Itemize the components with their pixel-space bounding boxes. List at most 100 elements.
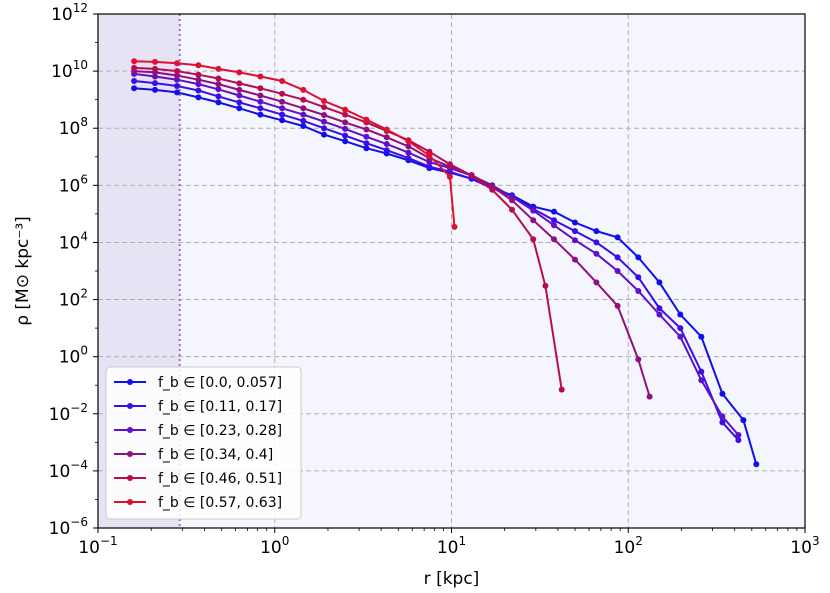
data-point: [719, 413, 726, 420]
data-point: [426, 163, 433, 170]
data-point: [551, 208, 557, 215]
data-point: [174, 68, 180, 75]
data-point: [698, 368, 705, 375]
data-point: [300, 86, 307, 93]
legend-label: f_b ∈ [0.46, 0.51]: [158, 471, 282, 487]
legend-item: f_b ∈ [0.23, 0.28]: [114, 423, 282, 439]
data-point: [321, 104, 327, 111]
y-tick-label: 106: [59, 172, 88, 196]
series-5: [131, 64, 565, 393]
data-point: [635, 274, 642, 281]
data-point: [383, 126, 390, 133]
data-point: [257, 98, 264, 105]
data-point: [740, 417, 747, 424]
data-point: [383, 147, 390, 154]
data-point: [131, 78, 138, 84]
series-4: [131, 68, 653, 400]
data-point: [735, 437, 742, 444]
legend-item: f_b ∈ [0.34, 0.4]: [114, 447, 273, 463]
legend-swatch-marker: [127, 499, 133, 505]
x-tick-label: 10−1: [78, 534, 117, 558]
data-point: [342, 119, 349, 126]
data-point: [215, 65, 222, 72]
legend: f_b ∈ [0.0, 0.057] f_b ∈ [0.11, 0.17] f_b …: [105, 366, 302, 520]
legend-label: f_b ∈ [0.34, 0.4]: [158, 447, 273, 463]
data-point: [489, 186, 496, 193]
data-point: [152, 86, 158, 93]
data-point: [257, 85, 264, 92]
data-point: [174, 83, 180, 89]
data-point: [342, 138, 349, 145]
data-point: [446, 173, 453, 180]
legend-label: f_b ∈ [0.11, 0.17]: [158, 399, 282, 415]
data-point: [236, 105, 243, 112]
data-point: [363, 116, 370, 123]
data-point: [300, 117, 307, 124]
legend-item: f_b ∈ [0.46, 0.51]: [114, 471, 282, 487]
data-point: [593, 279, 600, 286]
data-point: [426, 152, 433, 159]
data-point: [405, 138, 412, 145]
data-point: [363, 126, 370, 133]
data-point: [572, 219, 578, 226]
y-tick-label: 102: [59, 287, 88, 311]
data-point: [152, 58, 158, 65]
data-point: [614, 254, 621, 261]
legend-swatch-marker: [127, 451, 133, 457]
data-point: [451, 223, 458, 230]
data-point: [656, 311, 663, 318]
data-point: [321, 118, 327, 125]
data-point: [614, 234, 621, 241]
data-point: [635, 254, 642, 261]
data-point: [152, 80, 158, 87]
data-point: [236, 80, 243, 87]
data-point: [572, 256, 578, 263]
data-point: [509, 206, 515, 213]
data-point: [646, 393, 653, 400]
data-point: [321, 112, 327, 118]
data-point: [677, 311, 684, 318]
data-point: [174, 72, 180, 79]
data-point: [363, 133, 370, 140]
data-point: [257, 92, 264, 99]
data-point: [342, 111, 349, 118]
legend-label: f_b ∈ [0.57, 0.63]: [158, 495, 282, 511]
data-point: [542, 282, 549, 289]
data-point: [363, 140, 370, 147]
data-point: [405, 143, 412, 150]
data-point: [215, 99, 222, 106]
data-point: [677, 333, 684, 340]
data-point: [321, 125, 327, 132]
data-point: [405, 155, 412, 162]
x-axis-label: r [kpc]: [424, 569, 480, 589]
data-point: [279, 111, 286, 118]
data-point: [257, 111, 264, 118]
data-point: [530, 236, 537, 243]
data-point: [719, 390, 726, 397]
data-point: [593, 250, 600, 257]
data-point: [215, 81, 222, 88]
data-point: [656, 305, 663, 312]
data-point: [753, 461, 760, 468]
data-point: [509, 197, 515, 204]
data-point: [383, 141, 390, 147]
data-point: [321, 131, 327, 138]
legend-item: f_b ∈ [0.0, 0.057]: [114, 375, 282, 391]
data-point: [551, 222, 557, 229]
data-point: [342, 125, 349, 132]
data-point: [677, 325, 684, 332]
legend-item: f_b ∈ [0.11, 0.17]: [114, 399, 282, 415]
x-tick-label: 100: [260, 534, 289, 558]
data-point: [195, 94, 202, 101]
data-point: [698, 377, 705, 384]
legend-swatch-marker: [127, 379, 133, 385]
legend-label: f_b ∈ [0.0, 0.057]: [158, 375, 282, 391]
series-line: [134, 80, 740, 441]
data-point: [698, 333, 705, 340]
series-6: [131, 58, 458, 230]
data-point: [342, 132, 349, 139]
x-tick-label: 101: [437, 534, 466, 558]
data-point: [236, 99, 243, 106]
data-point: [257, 105, 264, 112]
